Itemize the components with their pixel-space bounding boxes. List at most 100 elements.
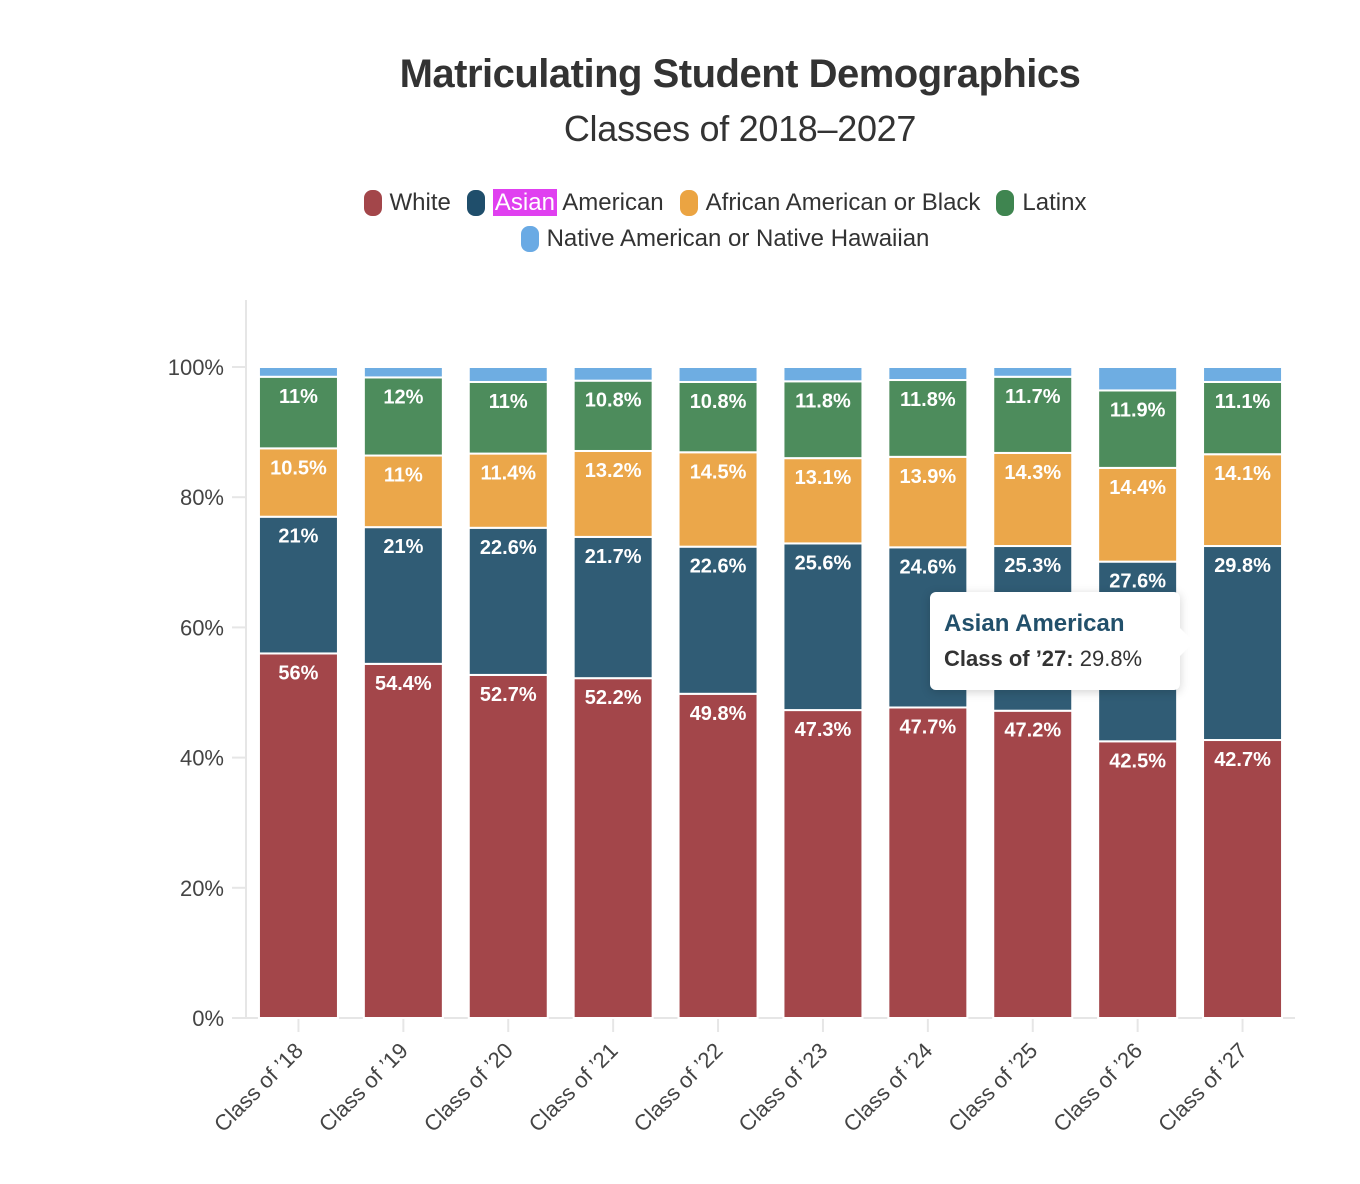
x-tick-label: Class of ’26 bbox=[1048, 1038, 1147, 1137]
bar-segment-african-american-or-black[interactable] bbox=[677, 451, 759, 548]
chart-title: Matriculating Student Demographics bbox=[399, 52, 1081, 96]
data-label: 25.6% bbox=[795, 552, 852, 574]
tooltip-series: Asian American bbox=[944, 610, 1125, 637]
legend-item-asian-american[interactable]: Asian American bbox=[466, 189, 664, 217]
data-label: 11% bbox=[489, 391, 528, 413]
x-tick-label: Class of ’20 bbox=[419, 1038, 518, 1137]
bar-segment-white[interactable] bbox=[1097, 740, 1179, 1019]
bar-segment-asian-american[interactable] bbox=[782, 542, 864, 712]
bar-segment-latinx[interactable] bbox=[992, 375, 1074, 454]
legend-label-white: White bbox=[389, 189, 451, 216]
bar-segment-native-american-or-native-hawaiian[interactable] bbox=[1097, 366, 1179, 392]
data-label: 11.7% bbox=[1005, 386, 1061, 408]
legend-label-native-american: Native American or Native Hawaiian bbox=[546, 225, 930, 252]
bar-segment-native-american-or-native-hawaiian[interactable] bbox=[467, 366, 549, 383]
data-label: 22.6% bbox=[690, 556, 747, 578]
data-label: 11.9% bbox=[1110, 399, 1166, 421]
data-label: 27.6% bbox=[1109, 571, 1166, 593]
data-label: 14.5% bbox=[690, 461, 747, 483]
legend-item-white[interactable]: White bbox=[363, 189, 451, 217]
legend-swatch-asian-american bbox=[466, 190, 485, 216]
data-label: 29.8% bbox=[1214, 555, 1271, 577]
data-label: 11.8% bbox=[900, 389, 956, 411]
tooltip: Asian American Class of ’27: 29.8% bbox=[930, 592, 1194, 690]
bar-segment-white[interactable] bbox=[467, 673, 549, 1019]
bar-segment-asian-american[interactable] bbox=[467, 526, 549, 676]
legend-label-highlight: Asian bbox=[492, 189, 557, 216]
data-label: 14.1% bbox=[1214, 463, 1271, 485]
bar-segment-native-american-or-native-hawaiian[interactable] bbox=[257, 366, 339, 378]
data-label: 25.3% bbox=[1004, 555, 1061, 577]
bar-segment-white[interactable] bbox=[362, 662, 444, 1020]
bar-segment-native-american-or-native-hawaiian[interactable] bbox=[362, 366, 444, 379]
bar-segment-latinx[interactable] bbox=[362, 376, 444, 457]
bar-segment-native-american-or-native-hawaiian[interactable] bbox=[887, 366, 969, 382]
bar-segment-latinx[interactable] bbox=[467, 380, 549, 455]
legend-swatch-latinx bbox=[996, 190, 1015, 216]
tooltip-value: 29.8% bbox=[1079, 646, 1143, 671]
data-label: 54.4% bbox=[375, 673, 432, 695]
data-label: 10.8% bbox=[690, 391, 747, 413]
data-label: 14.4% bbox=[1109, 477, 1166, 499]
bar-segment-african-american-or-black[interactable] bbox=[572, 449, 654, 538]
legend-item-native-american[interactable]: Native American or Native Hawaiian bbox=[520, 225, 930, 253]
legend-item-latinx[interactable]: Latinx bbox=[996, 189, 1086, 217]
bar-segment-asian-american[interactable] bbox=[362, 526, 444, 665]
legend-label-rest: American bbox=[556, 189, 664, 216]
bar-segment-latinx[interactable] bbox=[782, 380, 864, 460]
legend-item-african-american[interactable]: African American or Black bbox=[679, 189, 981, 217]
data-label: 13.1% bbox=[795, 467, 852, 489]
legend-label-african-american: African American or Black bbox=[705, 189, 981, 216]
bar-segment-asian-american[interactable] bbox=[1202, 545, 1284, 742]
bar-segment-native-american-or-native-hawaiian[interactable] bbox=[677, 366, 759, 383]
bar-segment-latinx[interactable] bbox=[1202, 380, 1284, 456]
data-label: 10.5% bbox=[270, 457, 327, 479]
x-tick-label: Class of ’21 bbox=[524, 1038, 623, 1137]
legend-label-asian-american: Asian American bbox=[492, 189, 664, 217]
bar-segment-native-american-or-native-hawaiian[interactable] bbox=[1202, 366, 1284, 383]
data-label: 13.2% bbox=[585, 460, 642, 482]
bar-segment-white[interactable] bbox=[257, 652, 339, 1019]
data-label: 47.2% bbox=[1004, 720, 1061, 742]
bar-segment-african-american-or-black[interactable] bbox=[992, 451, 1074, 548]
data-label: 12% bbox=[383, 386, 423, 408]
bar-segment-african-american-or-black[interactable] bbox=[467, 452, 549, 529]
bar-segment-native-american-or-native-hawaiian[interactable] bbox=[572, 366, 654, 382]
bar-segment-native-american-or-native-hawaiian[interactable] bbox=[782, 366, 864, 383]
bar-segment-african-american-or-black[interactable] bbox=[362, 454, 444, 529]
data-label: 11.8% bbox=[795, 390, 851, 412]
bar-segment-african-american-or-black[interactable] bbox=[782, 457, 864, 545]
bar-segment-african-american-or-black[interactable] bbox=[257, 447, 339, 518]
bar-segment-native-american-or-native-hawaiian[interactable] bbox=[992, 366, 1074, 378]
data-label: 13.9% bbox=[899, 466, 956, 488]
chart-subtitle: Classes of 2018–2027 bbox=[563, 108, 917, 149]
bar-segment-white[interactable] bbox=[677, 692, 759, 1019]
bar-segment-asian-american[interactable] bbox=[572, 535, 654, 680]
bar-segment-white[interactable] bbox=[887, 706, 969, 1020]
x-tick-label: Class of ’24 bbox=[838, 1038, 937, 1137]
bar-segment-white[interactable] bbox=[1202, 739, 1284, 1019]
data-label: 49.8% bbox=[690, 703, 747, 725]
bar-segment-white[interactable] bbox=[782, 709, 864, 1020]
legend: White Asian American African American or… bbox=[0, 185, 1360, 257]
bar-segment-asian-american[interactable] bbox=[677, 545, 759, 695]
bar-segment-latinx[interactable] bbox=[887, 379, 969, 458]
data-label: 11.4% bbox=[480, 463, 536, 485]
data-label: 52.2% bbox=[585, 687, 642, 709]
data-label: 21.7% bbox=[585, 546, 642, 568]
bar-segment-african-american-or-black[interactable] bbox=[887, 455, 969, 549]
data-label: 22.6% bbox=[480, 537, 537, 559]
tooltip-line: Class of ’27: 29.8% bbox=[944, 646, 1142, 672]
y-tick-label: 80% bbox=[180, 485, 224, 510]
y-tick-label: 100% bbox=[168, 355, 224, 380]
legend-swatch-white bbox=[363, 190, 382, 216]
bar-segment-latinx[interactable] bbox=[257, 375, 339, 450]
bar-segment-african-american-or-black[interactable] bbox=[1202, 453, 1284, 548]
x-tick-label: Class of ’22 bbox=[629, 1038, 728, 1137]
bar-segment-white[interactable] bbox=[572, 677, 654, 1019]
data-label: 21% bbox=[278, 526, 318, 548]
bar-segment-african-american-or-black[interactable] bbox=[1097, 466, 1179, 563]
bar-segment-white[interactable] bbox=[992, 709, 1074, 1020]
data-label: 42.5% bbox=[1109, 750, 1166, 772]
